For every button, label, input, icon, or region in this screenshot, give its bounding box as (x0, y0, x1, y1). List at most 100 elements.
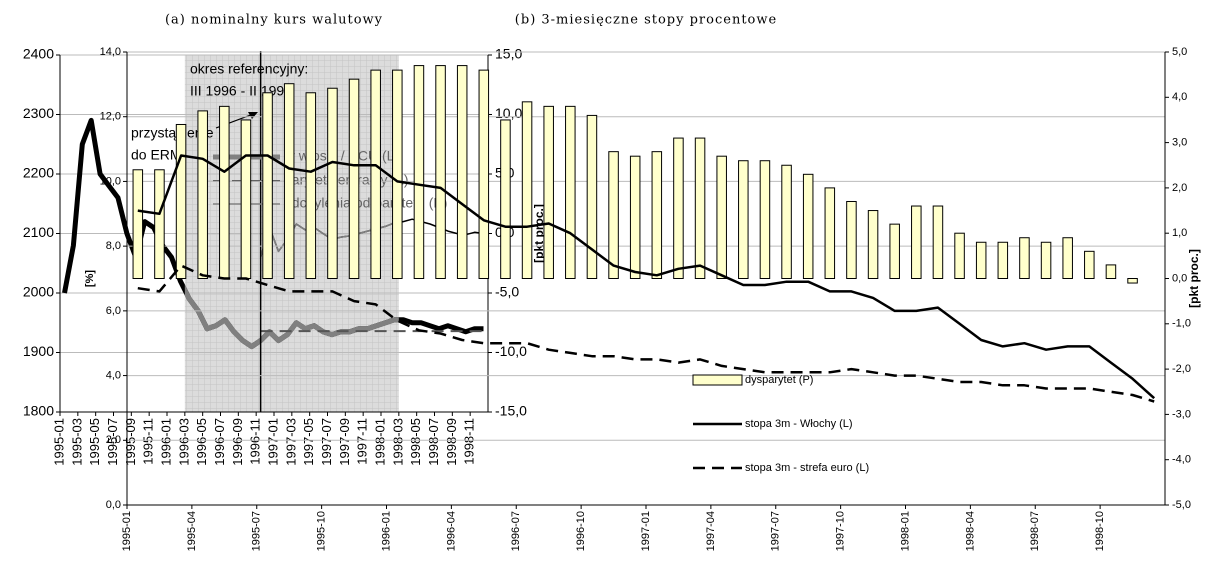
y-tick-label: 6,0 (106, 305, 121, 317)
bar (673, 137, 684, 279)
y-tick-label: 2300 (23, 105, 54, 121)
bar (565, 105, 576, 279)
y2-tick-label: 1,0 (1172, 227, 1187, 239)
chart-title: (a) nominalny kurs walutowy (165, 13, 383, 28)
y2-axis-label: [pkt proc.] (532, 204, 546, 263)
y-tick-label: 10,0 (100, 175, 121, 187)
y-tick-label: 2100 (23, 224, 54, 240)
bar (867, 210, 879, 279)
x-tick-label: 1998-07 (426, 418, 441, 466)
x-tick-label: 1998-11 (462, 418, 477, 465)
x-tick-label: 1996-07 (212, 418, 227, 466)
bar (738, 160, 749, 279)
legend-label: odchylenia od parytetu (P) (284, 195, 447, 211)
line (137, 264, 1155, 403)
legend-swatch (692, 374, 743, 386)
x-tick-label: 1998-07 (1029, 511, 1041, 551)
x-tick-label: 1995-09 (123, 418, 138, 466)
y2-tick-label: 5,0 (1172, 46, 1187, 58)
bar (370, 69, 381, 280)
bar (392, 69, 403, 280)
bar (997, 241, 1009, 279)
bar (478, 69, 490, 280)
bar (262, 92, 273, 279)
y2-tick-label: 0,0 (1172, 272, 1187, 284)
x-tick-label: 1997-01 (265, 418, 280, 466)
annotation: okres referencyjny: (190, 61, 308, 77)
x-tick-label: 1996-04 (445, 511, 457, 551)
bar (456, 65, 468, 279)
y-tick-label: 2000 (23, 284, 54, 300)
y-tick-label: 2400 (23, 46, 54, 62)
bar (197, 110, 208, 279)
bar (348, 78, 360, 280)
bar (889, 223, 900, 279)
y2-tick-label: -1,0 (1172, 318, 1191, 330)
y-tick-label: 12,0 (100, 111, 121, 123)
x-tick-label: 1995-07 (251, 511, 263, 551)
bar (608, 151, 619, 279)
legend-label: lir włoski / ECU (L) (284, 148, 399, 164)
bar (154, 169, 165, 279)
y-tick-label: 4,0 (106, 369, 121, 381)
bar (932, 205, 944, 280)
chart-title: (b) 3-miesięczne stopy procentowe (515, 13, 777, 28)
bar (694, 137, 706, 279)
bar (759, 160, 771, 279)
bar (802, 173, 814, 279)
line (137, 154, 1156, 400)
bar (543, 105, 554, 279)
x-tick-label: 1998-04 (964, 511, 976, 551)
y2-axis-label: [pkt proc.] (1187, 249, 1201, 308)
bar (716, 155, 727, 279)
x-tick-label: 1997-05 (301, 418, 316, 466)
y-tick-label: 14,0 (100, 46, 121, 58)
x-tick-label: 1998-01 (372, 418, 387, 466)
bar (132, 169, 144, 279)
y-tick-label: 0,0 (106, 499, 121, 511)
x-tick-label: 1997-03 (283, 418, 298, 466)
x-tick-label: 1995-01 (51, 418, 66, 466)
legend-label: stopa 3m - strefa euro (L) (745, 462, 869, 474)
y2-tick-label: 4,0 (1172, 91, 1187, 103)
bar (305, 92, 317, 279)
x-tick-label: 1995-11 (141, 418, 156, 465)
y2-tick-label: 2,0 (1172, 182, 1187, 194)
x-tick-label: 1996-05 (194, 418, 209, 466)
legend-label: stopa 3m - Włochy (L) (745, 418, 853, 430)
y2-tick-label: 15,0 (495, 46, 522, 62)
x-tick-label: 1998-03 (390, 418, 405, 466)
x-tick-label: 1998-01 (899, 511, 911, 551)
bar (975, 241, 987, 279)
x-tick-label: 1998-09 (444, 418, 459, 466)
line-shaded-part (184, 284, 399, 350)
legend-label: dysparytet (P) (745, 374, 813, 386)
x-tick-label: 1996-09 (230, 418, 245, 466)
bar (824, 187, 836, 279)
y2-tick-label: -5,0 (495, 284, 519, 300)
x-tick-label: 1996-11 (248, 418, 263, 465)
arrow-head (248, 112, 258, 119)
x-tick-label: 1998-05 (408, 418, 423, 466)
y2-tick-label: -3,0 (1172, 408, 1191, 420)
bar (521, 101, 533, 279)
x-tick-label: 1995-01 (121, 511, 133, 551)
x-tick-label: 1997-10 (835, 511, 847, 551)
y-tick-label: 2200 (23, 165, 54, 181)
bar (1019, 237, 1030, 279)
bar (954, 232, 965, 279)
x-tick-label: 1995-03 (69, 418, 84, 466)
bar (1062, 237, 1073, 279)
y-tick-label: 1900 (23, 343, 54, 359)
y-tick-label: 2,0 (106, 434, 121, 446)
bar (781, 164, 792, 279)
x-tick-label: 1996-03 (176, 418, 191, 466)
x-tick-label: 1997-04 (705, 511, 717, 551)
x-tick-label: 1995-04 (186, 511, 198, 551)
bar (283, 83, 295, 279)
bar (413, 65, 425, 279)
bar (1084, 250, 1095, 280)
legend-label: parytet centralny (L) (284, 172, 409, 188)
x-tick-label: 1996-01 (380, 511, 392, 551)
